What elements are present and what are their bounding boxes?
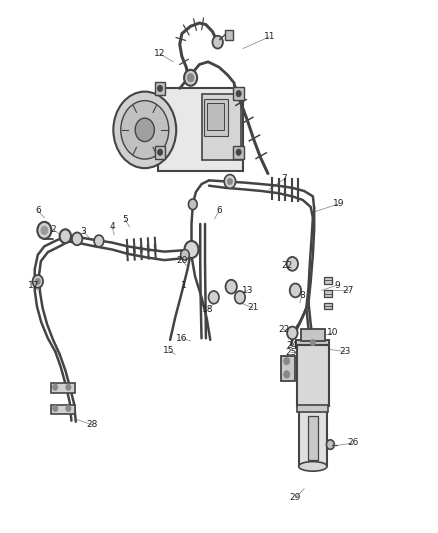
Text: 25: 25: [285, 348, 297, 357]
Bar: [299, 410, 327, 466]
Circle shape: [184, 241, 198, 258]
Text: 12: 12: [154, 50, 166, 58]
Text: 9: 9: [334, 280, 340, 289]
Circle shape: [284, 370, 290, 378]
Text: 18: 18: [202, 304, 214, 313]
Text: 16: 16: [176, 334, 187, 343]
Circle shape: [188, 199, 197, 209]
Circle shape: [184, 70, 197, 86]
Circle shape: [208, 291, 219, 304]
Circle shape: [227, 178, 233, 184]
Circle shape: [121, 101, 169, 159]
Circle shape: [187, 74, 194, 82]
Circle shape: [53, 405, 58, 411]
Text: 1: 1: [181, 280, 187, 289]
Text: 6: 6: [216, 206, 222, 215]
Bar: [297, 405, 328, 411]
Bar: [233, 87, 244, 100]
Circle shape: [212, 36, 223, 49]
Circle shape: [157, 149, 162, 156]
Bar: [155, 146, 165, 159]
Bar: [324, 303, 332, 309]
Circle shape: [135, 118, 154, 142]
Circle shape: [290, 284, 301, 297]
Text: 29: 29: [290, 493, 301, 502]
Circle shape: [66, 405, 71, 411]
Text: 11: 11: [264, 33, 275, 42]
Bar: [300, 329, 325, 341]
Text: 21: 21: [247, 303, 259, 312]
Circle shape: [66, 384, 71, 390]
Text: 13: 13: [242, 286, 253, 295]
Circle shape: [72, 232, 82, 245]
Text: 8: 8: [299, 291, 305, 300]
Bar: [51, 383, 75, 393]
Circle shape: [287, 257, 298, 271]
Circle shape: [310, 340, 315, 346]
Circle shape: [226, 280, 237, 294]
Text: 20: 20: [176, 256, 187, 264]
Circle shape: [37, 222, 51, 239]
Text: 7: 7: [282, 174, 287, 183]
Circle shape: [224, 174, 236, 188]
Circle shape: [60, 229, 71, 243]
Circle shape: [157, 85, 162, 92]
Bar: [233, 146, 244, 159]
Ellipse shape: [299, 462, 327, 471]
Circle shape: [235, 291, 245, 304]
Text: 22: 22: [278, 325, 289, 334]
Bar: [155, 82, 165, 95]
Circle shape: [35, 278, 40, 285]
Circle shape: [94, 235, 104, 247]
Bar: [204, 99, 228, 136]
Text: 17: 17: [28, 280, 39, 289]
Bar: [158, 88, 243, 171]
Circle shape: [113, 92, 176, 168]
Bar: [51, 405, 75, 414]
Circle shape: [236, 149, 241, 156]
Bar: [225, 30, 233, 39]
Text: 26: 26: [348, 439, 359, 448]
Circle shape: [326, 440, 334, 449]
Text: 4: 4: [109, 222, 115, 231]
Circle shape: [53, 384, 58, 390]
Bar: [324, 290, 332, 297]
Text: 6: 6: [35, 206, 41, 215]
Bar: [297, 345, 329, 406]
Text: 10: 10: [327, 328, 338, 337]
Text: 5: 5: [122, 215, 128, 224]
Text: 22: 22: [281, 261, 292, 270]
Text: 24: 24: [287, 341, 298, 350]
Text: 2: 2: [50, 225, 56, 234]
Circle shape: [32, 275, 43, 288]
Text: 15: 15: [163, 346, 174, 355]
Text: 27: 27: [342, 286, 353, 295]
Text: 28: 28: [87, 421, 98, 430]
Circle shape: [180, 249, 189, 260]
Bar: [307, 416, 318, 460]
Circle shape: [41, 226, 48, 235]
Circle shape: [236, 91, 241, 97]
Text: 23: 23: [339, 347, 350, 356]
Text: 3: 3: [81, 228, 87, 237]
Bar: [201, 94, 241, 160]
Bar: [296, 340, 329, 349]
Bar: [324, 277, 332, 284]
Text: 19: 19: [333, 199, 345, 208]
Bar: [207, 103, 224, 130]
Circle shape: [284, 358, 290, 365]
Bar: [282, 356, 294, 381]
Circle shape: [287, 327, 297, 340]
